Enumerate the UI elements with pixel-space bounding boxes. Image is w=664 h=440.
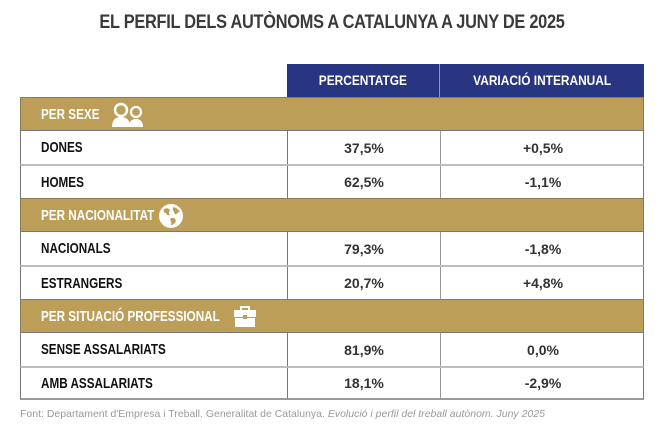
variation-value: -1,1%	[440, 166, 645, 198]
briefcase-icon	[232, 304, 258, 335]
group-header-sex: PER SEXE	[20, 97, 644, 130]
column-header-percentage: PERCENTATGE	[287, 64, 440, 97]
variation-value: +4,8%	[440, 267, 645, 299]
variation-value: +0,5%	[440, 131, 645, 164]
globe-icon	[158, 203, 184, 234]
percentage-value: 81,9%	[287, 333, 440, 366]
row-label: NACIONALS	[41, 240, 111, 257]
table-row: DONES 37,5% +0,5%	[20, 130, 644, 164]
source-text: Font: Departament d'Empresa i Treball. G…	[20, 408, 328, 420]
variation-value: -1,8%	[440, 232, 645, 265]
percentage-value: 18,1%	[287, 368, 440, 398]
percentage-value: 62,5%	[287, 166, 440, 198]
variation-value: -2,9%	[440, 368, 645, 398]
group-label: PER SITUACIÓ PROFESSIONAL	[41, 307, 220, 325]
row-label: DONES	[41, 139, 83, 156]
row-label: ESTRANGERS	[41, 274, 123, 292]
table-row: SENSE ASSALARIATS 81,9% 0,0%	[20, 332, 644, 366]
row-label: HOMES	[41, 173, 84, 191]
row-label: SENSE ASSALARIATS	[41, 341, 166, 358]
table-row: NACIONALS 79,3% -1,8%	[20, 231, 644, 265]
group-header-professional-status: PER SITUACIÓ PROFESSIONAL	[20, 299, 644, 332]
table-row: AMB ASSALARIATS 18,1% -2,9%	[20, 366, 644, 400]
column-header-variation: VARIACIÓ INTERANUAL	[440, 64, 644, 97]
autonomous-profile-table: PERCENTATGE VARIACIÓ INTERANUAL PER SEXE…	[20, 64, 644, 400]
page-title: EL PERFIL DELS AUTÒNOMS A CATALUNYA A JU…	[99, 12, 565, 33]
percentage-value: 37,5%	[287, 131, 440, 164]
group-label: PER NACIONALITAT	[41, 206, 155, 224]
source-publication: Evolució i perfil del treball autònom. J…	[327, 408, 545, 420]
people-icon	[108, 102, 148, 133]
table-header-row: PERCENTATGE VARIACIÓ INTERANUAL	[20, 64, 644, 97]
source-note: Font: Departament d'Empresa i Treball. G…	[20, 408, 545, 420]
table-row: HOMES 62,5% -1,1%	[20, 164, 644, 198]
group-label: PER SEXE	[41, 105, 100, 123]
row-label: AMB ASSALARIATS	[41, 374, 153, 392]
percentage-value: 79,3%	[287, 232, 440, 265]
percentage-value: 20,7%	[287, 267, 440, 299]
table-row: ESTRANGERS 20,7% +4,8%	[20, 265, 644, 299]
group-header-nationality: PER NACIONALITAT	[20, 198, 644, 231]
variation-value: 0,0%	[440, 333, 645, 366]
